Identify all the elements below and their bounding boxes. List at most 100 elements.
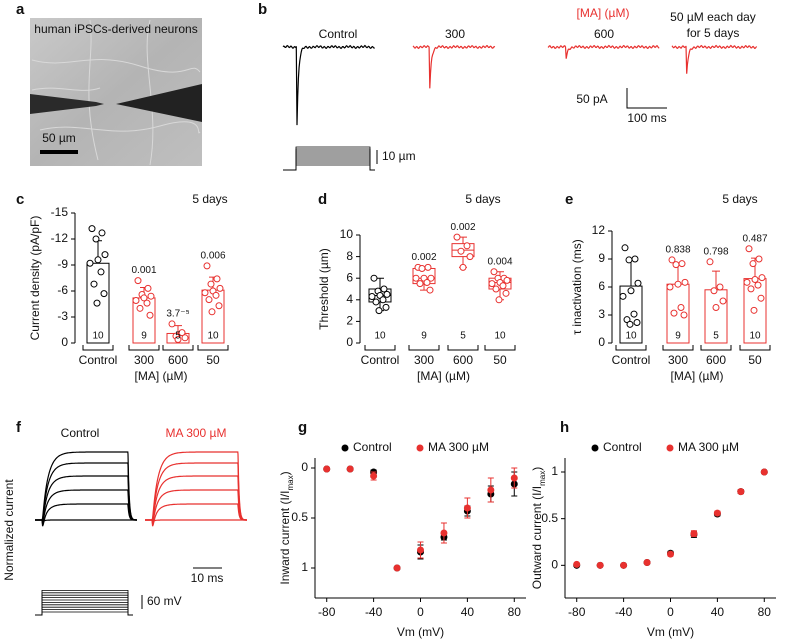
data-point (379, 296, 387, 304)
x-axis-label: [MA] (µM) (417, 369, 470, 383)
data-point (758, 274, 766, 282)
y-axis-label-part: ) (278, 471, 292, 475)
y-tick-label: 0 (301, 460, 308, 474)
current-trace (547, 44, 660, 59)
legend-label: MA 300 µM (428, 440, 489, 454)
trace-label: for 5 days (687, 26, 740, 40)
y-tick-label: 0 (551, 558, 558, 572)
data-point (710, 287, 718, 295)
x-tick-label: 0 (417, 605, 424, 619)
current-trace (145, 462, 247, 521)
bracket (128, 345, 160, 351)
data-point (323, 465, 331, 473)
n-label: 9 (675, 331, 681, 342)
bracket (447, 345, 479, 351)
legend-label: MA 300 µM (678, 440, 739, 454)
data-point (380, 285, 388, 293)
current-trace (282, 44, 375, 126)
bracket (484, 345, 516, 351)
data-point (690, 530, 698, 538)
x-tick-label: 300 (414, 353, 434, 367)
y-tick-label: 4 (346, 292, 353, 306)
data-point (98, 229, 106, 237)
scale-label: 10 µm (382, 149, 416, 163)
y-tick-label: 0.5 (291, 510, 308, 524)
data-point (488, 280, 496, 288)
y-axis-label-part: Outward current (I/I (530, 486, 544, 589)
y-axis-label-part: max (538, 471, 547, 486)
y-tick-label: 3 (598, 307, 605, 321)
stim-step (283, 148, 375, 171)
x-axis-label: Vm (mV) (397, 625, 444, 639)
y-axis-label-part: max (286, 475, 295, 490)
n-label: 9 (141, 331, 147, 342)
data-point (502, 289, 510, 297)
x-tick-label: Control (361, 353, 400, 367)
data-point (678, 260, 686, 268)
p-value: 0.798 (703, 246, 728, 257)
y-tick-label: -9 (57, 257, 68, 271)
x-tick-label: 40 (711, 605, 725, 619)
data-point (666, 283, 674, 291)
data-point (178, 329, 186, 337)
x-tick-label: 80 (758, 605, 772, 619)
annotation: 5 days (722, 192, 757, 206)
data-point (368, 293, 376, 301)
trace-label: Control (319, 27, 358, 41)
data-point (755, 255, 763, 263)
data-point (499, 282, 507, 290)
x-axis-label: Vm (mV) (647, 625, 694, 639)
data-point (633, 318, 641, 326)
data-point (716, 283, 724, 291)
y-tick-label: 8 (346, 249, 353, 263)
trace-label: MA 300 µM (166, 426, 227, 440)
y-axis-label: Outward current (I/Imax) (530, 467, 546, 590)
pipette-left (30, 94, 104, 114)
x-axis-label: [MA] (µM) (671, 369, 724, 383)
n-label: 10 (92, 331, 104, 342)
data-point (503, 276, 511, 284)
scale-label: 50 µm (42, 131, 76, 145)
y-tick-label: 12 (592, 223, 606, 237)
bracket (197, 345, 229, 351)
data-point (492, 285, 500, 293)
stim-step (35, 606, 133, 616)
data-point (596, 561, 604, 569)
data-point (510, 474, 518, 482)
data-point (743, 278, 751, 286)
annotation: 5 days (465, 192, 500, 206)
y-axis-label: Normalized current (2, 479, 16, 581)
data-point (140, 294, 148, 302)
x-tick-label: 0 (667, 605, 674, 619)
data-point (487, 486, 495, 494)
data-point (737, 488, 745, 496)
scale-label: 10 ms (191, 571, 224, 585)
data-point (681, 278, 689, 286)
y-axis-label: Inward current (I/Imax) (278, 471, 294, 584)
data-point (453, 233, 461, 241)
n-label: 5 (713, 331, 719, 342)
y-tick-label: 0.5 (541, 511, 558, 525)
legend-label: Control (603, 440, 642, 454)
bracket (408, 345, 440, 351)
p-value: 0.004 (487, 256, 512, 267)
neurites (31, 19, 201, 166)
x-tick-label: 300 (668, 353, 688, 367)
data-point (375, 307, 383, 315)
current-trace (145, 451, 247, 521)
data-point (94, 256, 102, 264)
x-tick-label: Control (612, 353, 651, 367)
current-trace (35, 503, 137, 527)
data-point (383, 290, 391, 298)
n-label: 9 (421, 331, 427, 342)
y-tick-label: -3 (57, 309, 68, 323)
data-point (667, 550, 674, 558)
data-point (463, 504, 471, 512)
x-tick-label: -40 (365, 605, 383, 619)
x-tick-label: 50 (206, 353, 220, 367)
trace-label: 600 (594, 27, 614, 41)
current-trace (671, 44, 758, 74)
data-point (745, 245, 753, 253)
panel-label: e (565, 191, 573, 208)
n-label: 10 (494, 331, 506, 342)
